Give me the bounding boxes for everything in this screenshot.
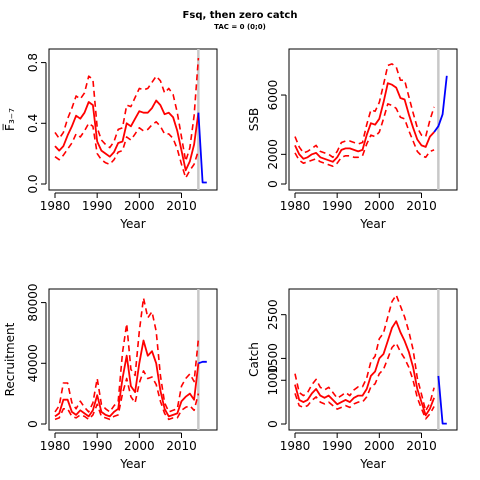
ssb-plot-frame xyxy=(288,48,458,191)
f-plot-frame xyxy=(48,48,218,191)
recruitment-y-axis-label: Recruitment xyxy=(3,322,17,396)
recruitment-series-group xyxy=(54,297,207,421)
f-series-group xyxy=(54,57,207,184)
recruitment-y-axis: 0 40000 80000 xyxy=(26,283,47,428)
ssb-estimate-line xyxy=(294,82,435,163)
catch-x-tick-label: 2010 xyxy=(406,439,437,453)
ssb-x-axis-label: Year xyxy=(359,217,385,231)
ssb-y-axis: 0 2000 6000 xyxy=(266,80,287,188)
f-x-tick-label: 2010 xyxy=(166,199,197,213)
ssb-x-tick-label: 2000 xyxy=(364,199,395,213)
catch-x-tick-label: 2000 xyxy=(364,439,395,453)
catch-estimate-line xyxy=(294,320,435,417)
chart-subtitle: TAC = 0 (0;0) xyxy=(214,23,266,31)
f-lower-line xyxy=(54,121,200,179)
recruitment-upper-line xyxy=(54,297,200,413)
recruitment-lower-line xyxy=(54,370,200,421)
catch-projection-line xyxy=(437,375,447,425)
ssb-y-tick-label: 6000 xyxy=(266,80,280,111)
recruitment-x-tick-label: 1980 xyxy=(40,439,71,453)
f-x-tick-label: 1980 xyxy=(40,199,71,213)
catch-lower-line xyxy=(294,342,435,420)
ssb-series-group xyxy=(294,63,448,167)
recruitment-y-tick-label: 0 xyxy=(26,420,40,428)
f-y-tick-label: 0.8 xyxy=(26,53,40,72)
f-y-axis: 0.0 0.4 0.8 xyxy=(26,53,47,194)
ssb-y-tick-label: 0 xyxy=(266,180,280,188)
f-x-tick-label: 2000 xyxy=(124,199,155,213)
recruitment-panel: 1980 1990 2000 2010 Year 0 40000 80000 Recruitme… xyxy=(3,283,218,471)
catch-y-tick-label: 1000 xyxy=(266,365,280,396)
recruitment-projection-line xyxy=(198,360,207,365)
ssb-panel: 1980 1990 2000 2010 Year 0 2000 6000 SSB xyxy=(247,48,458,231)
f-projection-line xyxy=(197,112,207,184)
catch-series-group xyxy=(294,294,447,425)
catch-x-axis-label: Year xyxy=(359,457,385,471)
f-upper-line xyxy=(54,57,200,162)
ssb-lower-line xyxy=(294,103,435,167)
catch-x-tick-label: 1990 xyxy=(322,439,353,453)
ssb-y-axis-label: SSB xyxy=(247,108,261,131)
ssb-x-tick-label: 2010 xyxy=(406,199,437,213)
catch-y-tick-label: 1500 xyxy=(266,343,280,374)
recruitment-x-axis: 1980 1990 2000 2010 xyxy=(40,432,197,453)
f-x-axis-label: Year xyxy=(119,217,145,231)
f-y-axis-label: F̅₃₋₇ xyxy=(2,108,17,131)
recruitment-x-tick-label: 2000 xyxy=(124,439,155,453)
recruitment-plot-frame xyxy=(48,288,218,431)
recruitment-y-tick-label: 80000 xyxy=(26,283,40,321)
ssb-x-tick-label: 1980 xyxy=(280,199,311,213)
recruitment-x-tick-label: 1990 xyxy=(82,439,113,453)
catch-y-tick-label: 0 xyxy=(266,420,280,428)
recruitment-x-axis-label: Year xyxy=(119,457,145,471)
f-y-tick-label: 0.0 xyxy=(26,174,40,193)
ssb-projection-line xyxy=(433,75,448,133)
chart-title: Fsq, then zero catch xyxy=(182,10,298,21)
ssb-y-tick-label: 2000 xyxy=(266,139,280,170)
catch-y-tick-label: 2500 xyxy=(266,299,280,330)
catch-upper-line xyxy=(294,294,435,412)
catch-x-tick-label: 1980 xyxy=(280,439,311,453)
f-estimate-line xyxy=(54,99,200,172)
f-y-tick-label: 0.4 xyxy=(26,114,40,133)
recruitment-x-tick-label: 2010 xyxy=(166,439,197,453)
recruitment-estimate-line xyxy=(54,339,200,418)
f-x-axis: 1980 1990 2000 2010 xyxy=(40,192,197,213)
recruitment-y-tick-label: 40000 xyxy=(26,344,40,382)
catch-x-axis: 1980 1990 2000 2010 xyxy=(280,432,437,453)
catch-y-axis-label: Catch xyxy=(247,342,261,377)
f-panel: 1980 1990 2000 2010 Year 0.0 0.4 0.8 F̅₃₋₇ xyxy=(2,48,218,231)
ssb-x-axis: 1980 1990 2000 2010 xyxy=(280,192,437,213)
ssb-x-tick-label: 1990 xyxy=(322,199,353,213)
f-x-tick-label: 1990 xyxy=(82,199,113,213)
ssb-upper-line xyxy=(294,63,435,159)
catch-plot-frame xyxy=(288,288,458,431)
